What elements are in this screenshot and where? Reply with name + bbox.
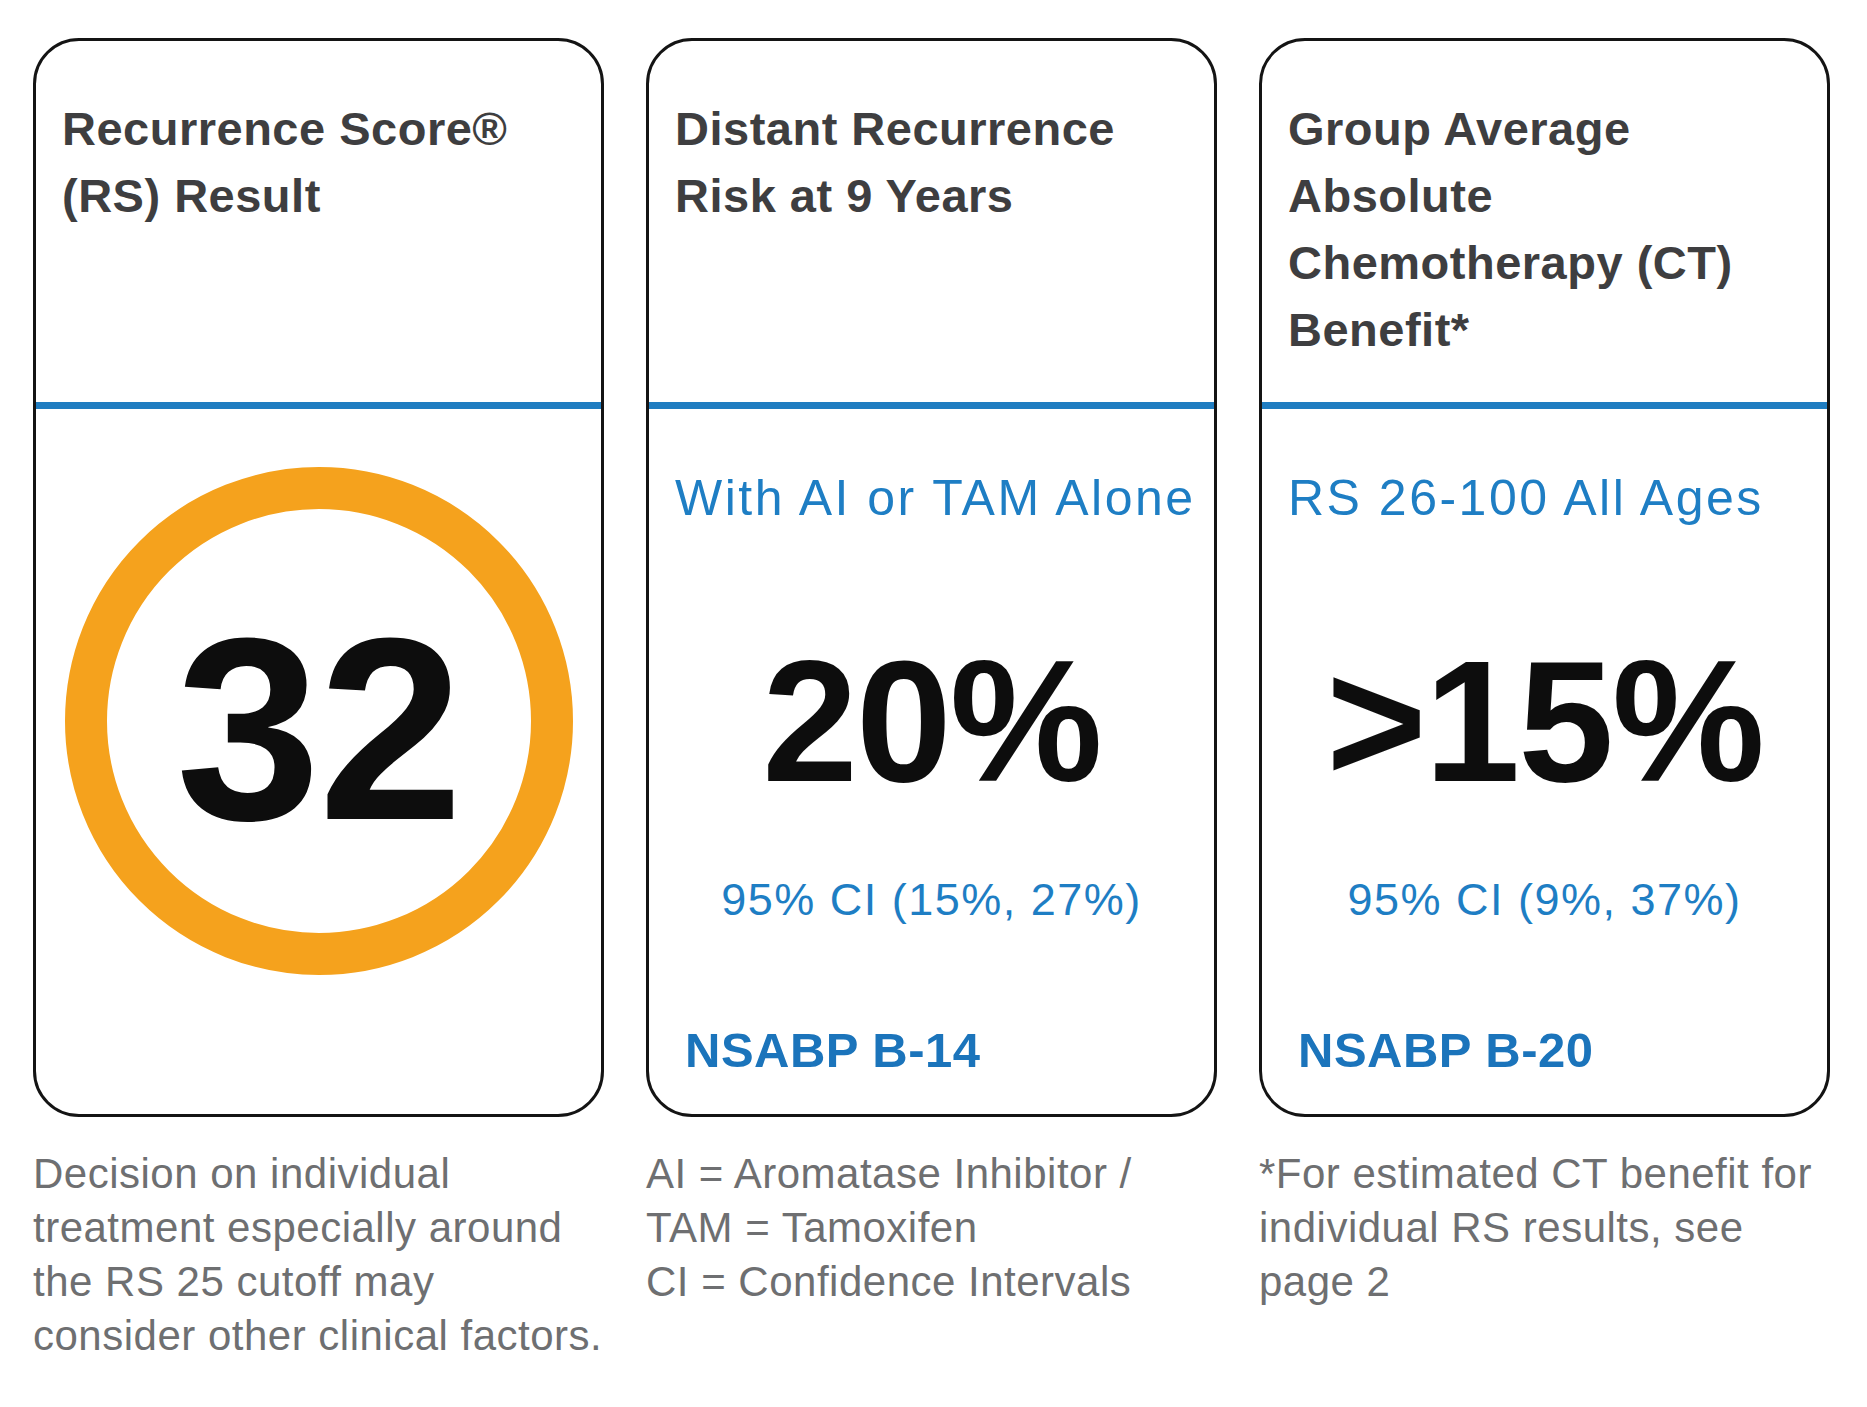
footnote-line: consider other clinical factors. [33, 1309, 604, 1363]
card-header: Distant Recurrence Risk at 9 Years [649, 41, 1214, 402]
card-title-recurrence-score: Recurrence Score® (RS) Result [62, 95, 577, 229]
blue-divider [649, 402, 1214, 409]
card-title-chemotherapy-benefit: Group Average Absolute Chemotherapy (CT)… [1288, 95, 1803, 363]
risk-confidence-interval: 95% CI (15%, 27%) [649, 872, 1214, 928]
footnote-line: treatment especially around [33, 1201, 604, 1255]
title-line: (RS) Result [62, 162, 577, 229]
study-reference-b14: NSABP B-14 [685, 1022, 980, 1078]
footnote-line: TAM = Tamoxifen [646, 1201, 1217, 1255]
title-line: Benefit* [1288, 296, 1803, 363]
footnote-line: page 2 [1259, 1255, 1830, 1309]
card-title-distant-recurrence-risk: Distant Recurrence Risk at 9 Years [675, 95, 1190, 229]
footnote-line: *For estimated CT benefit for [1259, 1147, 1830, 1201]
score-ring-wrap: 32 [36, 467, 601, 975]
footnote-ct-benefit-note: *For estimated CT benefit for individual… [1259, 1147, 1830, 1363]
footnote-line: individual RS results, see [1259, 1201, 1830, 1255]
card-distant-recurrence-risk: Distant Recurrence Risk at 9 Years With … [646, 38, 1217, 1117]
result-cards-row: Recurrence Score® (RS) Result 32 Distant… [0, 0, 1867, 1117]
title-line: Risk at 9 Years [675, 162, 1190, 229]
card-recurrence-score: Recurrence Score® (RS) Result 32 [33, 38, 604, 1117]
card-header: Recurrence Score® (RS) Result [36, 41, 601, 402]
card-header: Group Average Absolute Chemotherapy (CT)… [1262, 41, 1827, 402]
footnotes-row: Decision on individual treatment especia… [0, 1117, 1867, 1363]
title-line: Group Average [1288, 95, 1803, 162]
title-line: Chemotherapy (CT) [1288, 229, 1803, 296]
footnote-line: CI = Confidence Intervals [646, 1255, 1217, 1309]
benefit-confidence-interval: 95% CI (9%, 37%) [1262, 872, 1827, 928]
blue-divider [36, 402, 601, 409]
recurrence-score-ring: 32 [65, 467, 573, 975]
title-line: Absolute [1288, 162, 1803, 229]
footnote-abbreviations: AI = Aromatase Inhibitor / TAM = Tamoxif… [646, 1147, 1217, 1363]
rs-group-label: RS 26-100 All Ages [1288, 469, 1827, 527]
risk-percent-value: 20% [649, 627, 1214, 816]
footnote-line: Decision on individual [33, 1147, 604, 1201]
study-reference-b20: NSABP B-20 [1298, 1022, 1593, 1078]
footnote-clinical-factors: Decision on individual treatment especia… [33, 1147, 604, 1363]
benefit-percent-value: >15% [1262, 627, 1827, 816]
blue-divider [1262, 402, 1827, 409]
oncotype-result-panel: Recurrence Score® (RS) Result 32 Distant… [0, 0, 1867, 1407]
footnote-line: AI = Aromatase Inhibitor / [646, 1147, 1217, 1201]
card-chemotherapy-benefit: Group Average Absolute Chemotherapy (CT)… [1259, 38, 1830, 1117]
footnote-line: the RS 25 cutoff may [33, 1255, 604, 1309]
title-line: Distant Recurrence [675, 95, 1190, 162]
title-line: Recurrence Score® [62, 95, 577, 162]
treatment-arm-label: With AI or TAM Alone [675, 469, 1214, 527]
recurrence-score-value: 32 [176, 580, 461, 879]
